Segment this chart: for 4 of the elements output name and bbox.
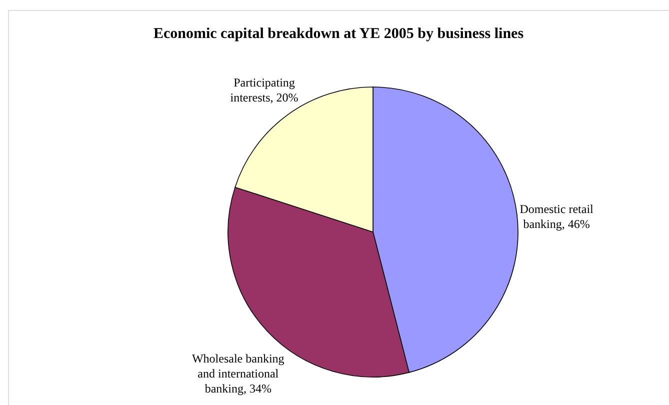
- chart-title: Economic capital breakdown at YE 2005 by business lines: [153, 26, 524, 42]
- slice-label: Participating interests, 20%: [230, 75, 298, 104]
- slice-label: Wholesale banking and international banking, 34%: [192, 352, 284, 396]
- slice-label: Domestic retail banking, 46%: [520, 202, 594, 231]
